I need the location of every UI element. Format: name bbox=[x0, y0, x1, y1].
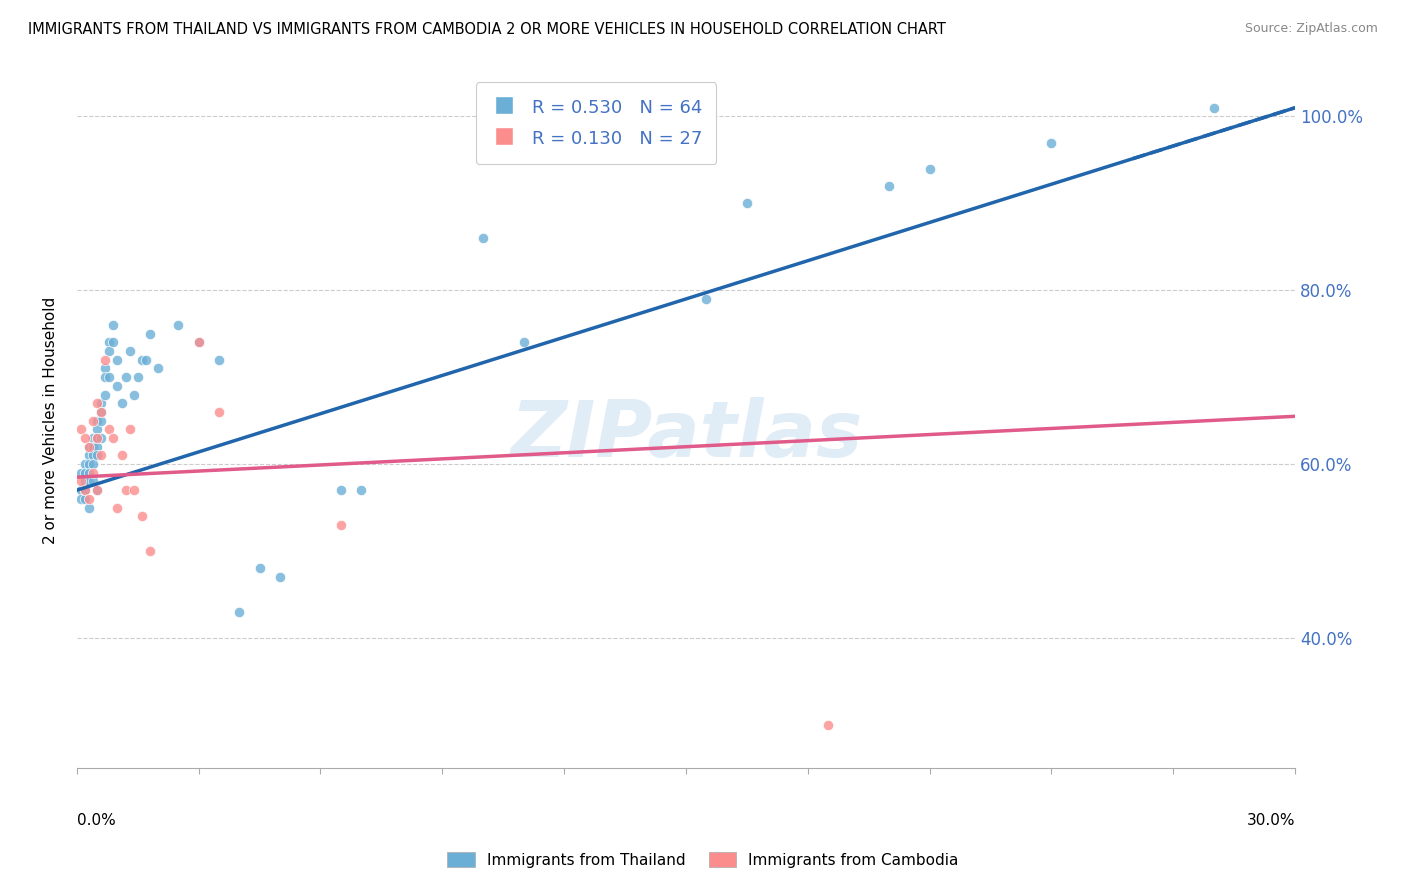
Point bbox=[512, 335, 534, 350]
Point bbox=[139, 544, 162, 558]
Point bbox=[82, 414, 104, 428]
Point bbox=[249, 561, 271, 575]
Point bbox=[94, 387, 117, 401]
Point bbox=[107, 379, 129, 393]
Point bbox=[86, 431, 108, 445]
Point bbox=[73, 475, 96, 489]
Point bbox=[77, 475, 100, 489]
Point bbox=[90, 431, 112, 445]
Point bbox=[86, 440, 108, 454]
Point bbox=[146, 361, 169, 376]
Point bbox=[82, 457, 104, 471]
Point bbox=[86, 483, 108, 498]
Point bbox=[103, 335, 125, 350]
Point bbox=[187, 335, 209, 350]
Point bbox=[98, 370, 121, 384]
Point bbox=[77, 491, 100, 506]
Point bbox=[77, 457, 100, 471]
Point bbox=[127, 370, 149, 384]
Point bbox=[90, 405, 112, 419]
Point bbox=[187, 335, 209, 350]
Text: 30.0%: 30.0% bbox=[1247, 814, 1295, 829]
Point bbox=[918, 161, 941, 176]
Point bbox=[269, 570, 291, 584]
Point bbox=[90, 449, 112, 463]
Point bbox=[73, 483, 96, 498]
Point bbox=[98, 335, 121, 350]
Point bbox=[94, 370, 117, 384]
Point bbox=[82, 449, 104, 463]
Point bbox=[86, 422, 108, 436]
Point bbox=[135, 352, 157, 367]
Point bbox=[208, 405, 231, 419]
Point bbox=[114, 483, 136, 498]
Point bbox=[70, 422, 93, 436]
Point bbox=[73, 457, 96, 471]
Point bbox=[107, 500, 129, 515]
Point bbox=[90, 396, 112, 410]
Point bbox=[139, 326, 162, 341]
Point bbox=[77, 449, 100, 463]
Point bbox=[131, 509, 153, 524]
Legend: Immigrants from Thailand, Immigrants from Cambodia: Immigrants from Thailand, Immigrants fro… bbox=[441, 846, 965, 873]
Point bbox=[73, 491, 96, 506]
Point bbox=[86, 431, 108, 445]
Point bbox=[77, 440, 100, 454]
Point bbox=[86, 449, 108, 463]
Point bbox=[110, 396, 132, 410]
Point bbox=[77, 500, 100, 515]
Point bbox=[82, 440, 104, 454]
Point bbox=[82, 475, 104, 489]
Point bbox=[86, 483, 108, 498]
Point bbox=[86, 396, 108, 410]
Point bbox=[70, 466, 93, 480]
Point bbox=[167, 318, 190, 332]
Point bbox=[103, 431, 125, 445]
Text: IMMIGRANTS FROM THAILAND VS IMMIGRANTS FROM CAMBODIA 2 OR MORE VEHICLES IN HOUSE: IMMIGRANTS FROM THAILAND VS IMMIGRANTS F… bbox=[28, 22, 946, 37]
Point bbox=[131, 352, 153, 367]
Point bbox=[122, 387, 145, 401]
Text: Source: ZipAtlas.com: Source: ZipAtlas.com bbox=[1244, 22, 1378, 36]
Point bbox=[70, 491, 93, 506]
Point bbox=[118, 422, 141, 436]
Point bbox=[110, 449, 132, 463]
Point bbox=[70, 483, 93, 498]
Text: ZIPatlas: ZIPatlas bbox=[510, 397, 862, 473]
Point bbox=[817, 718, 839, 732]
Point bbox=[73, 483, 96, 498]
Point bbox=[1040, 136, 1063, 150]
Point bbox=[73, 466, 96, 480]
Point bbox=[82, 431, 104, 445]
Point bbox=[329, 483, 352, 498]
Point bbox=[114, 370, 136, 384]
Point bbox=[98, 422, 121, 436]
Point bbox=[122, 483, 145, 498]
Point bbox=[98, 344, 121, 359]
Point bbox=[70, 475, 93, 489]
Point bbox=[94, 361, 117, 376]
Text: 0.0%: 0.0% bbox=[77, 814, 115, 829]
Point bbox=[86, 414, 108, 428]
Point bbox=[471, 231, 494, 245]
Point bbox=[77, 466, 100, 480]
Point bbox=[877, 178, 900, 193]
Point bbox=[735, 196, 758, 211]
Point bbox=[228, 605, 250, 619]
Point bbox=[208, 352, 231, 367]
Point bbox=[73, 431, 96, 445]
Point bbox=[329, 517, 352, 532]
Point bbox=[695, 292, 717, 306]
Legend: R = 0.530   N = 64, R = 0.130   N = 27: R = 0.530 N = 64, R = 0.130 N = 27 bbox=[475, 82, 717, 164]
Point bbox=[350, 483, 373, 498]
Point bbox=[103, 318, 125, 332]
Point bbox=[90, 405, 112, 419]
Point bbox=[107, 352, 129, 367]
Point bbox=[82, 466, 104, 480]
Point bbox=[1202, 101, 1225, 115]
Point bbox=[90, 414, 112, 428]
Point bbox=[118, 344, 141, 359]
Point bbox=[77, 440, 100, 454]
Point bbox=[94, 352, 117, 367]
Y-axis label: 2 or more Vehicles in Household: 2 or more Vehicles in Household bbox=[44, 297, 58, 544]
